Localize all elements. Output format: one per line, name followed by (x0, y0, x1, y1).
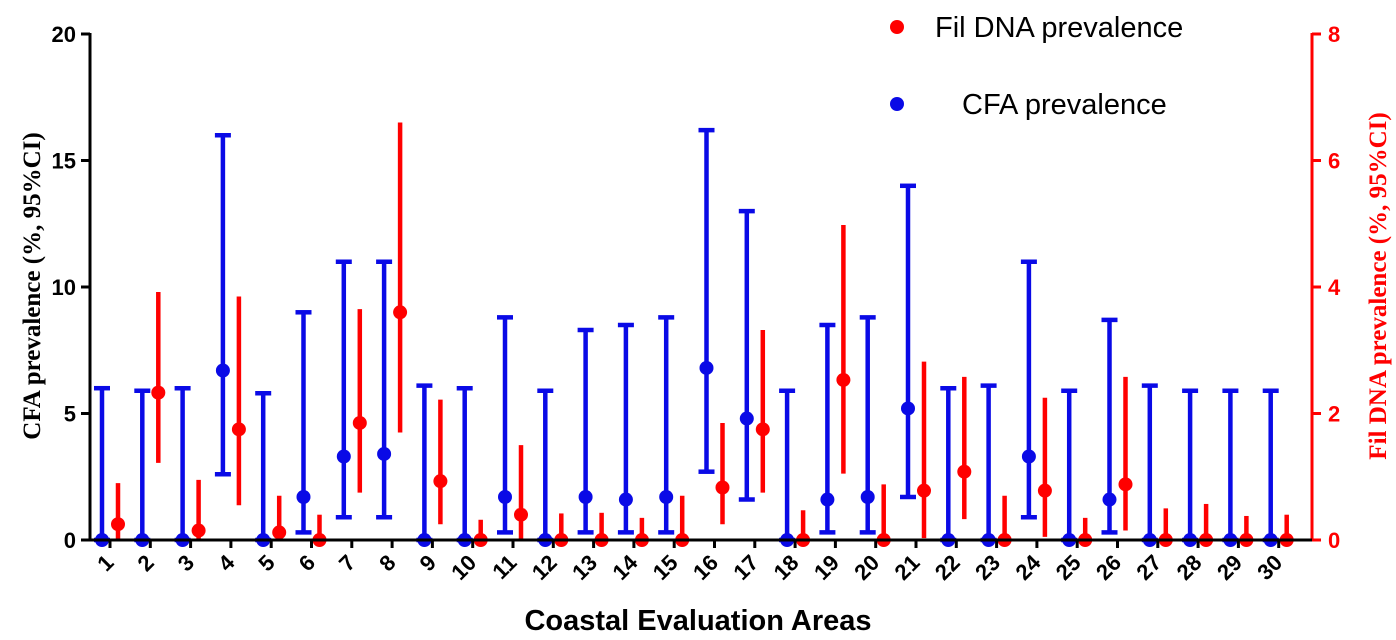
right-tick-label: 0 (1328, 528, 1340, 553)
cfa-point (739, 411, 754, 426)
cfa-point (659, 489, 674, 504)
right-y-axis: 0 2 4 6 8 (1310, 22, 1341, 553)
x-tick-label: 28 (1172, 550, 1207, 585)
cfa-point (1021, 449, 1036, 464)
x-tick-label: 8 (374, 550, 400, 576)
cfa-point (336, 449, 351, 464)
x-tick-label: 19 (809, 550, 844, 585)
cfa-point (1102, 492, 1117, 507)
legend-marker-fil-dna (890, 20, 904, 34)
x-tick-label: 7 (334, 550, 360, 576)
left-y-axis-title: CFA prevalence (%, 95%CI) (19, 132, 46, 439)
x-tick-label: 9 (415, 550, 441, 576)
legend-label-fil-dna: Fil DNA prevalence (935, 12, 1183, 44)
right-tick-label: 4 (1328, 275, 1341, 300)
left-tick-label: 15 (52, 149, 76, 174)
x-tick-label: 14 (607, 549, 643, 585)
fil-point (1037, 483, 1052, 498)
fil-point (957, 464, 972, 479)
cfa-point (860, 489, 875, 504)
left-tick-label: 0 (64, 528, 76, 553)
x-tick-label: 18 (769, 550, 804, 585)
right-tick-label: 6 (1328, 149, 1340, 174)
legend-marker-cfa (890, 97, 904, 111)
x-tick-label: 3 (173, 550, 199, 576)
legend-label-cfa: CFA prevalence (962, 89, 1167, 121)
fil-point (514, 507, 528, 522)
x-axis: 1 2 3 4 5 6 7 8 9 10 11 12 13 14 15 16 17 18 19 20 21 22 23 24 2… (90, 538, 1312, 585)
cfa-point (215, 363, 230, 378)
x-tick-label: 17 (728, 550, 763, 585)
left-y-axis: 0 5 10 15 20 (52, 22, 92, 553)
x-tick-label: 15 (648, 550, 683, 585)
fil-point (433, 474, 448, 489)
x-tick-label: 27 (1131, 550, 1166, 585)
x-axis-title: Coastal Evaluation Areas (524, 605, 871, 637)
x-tick-label: 6 (294, 550, 320, 576)
x-tick-label: 30 (1252, 550, 1287, 585)
cfa-point (901, 401, 915, 416)
cfa-point (699, 360, 714, 375)
fil-point (715, 480, 730, 495)
x-tick-label: 26 (1091, 550, 1126, 585)
right-y-axis-title: Fil DNA prevalence (%, 95%CI) (1365, 112, 1392, 459)
x-tick-label: 10 (446, 550, 481, 585)
left-tick-label: 10 (52, 275, 76, 300)
fil-point (111, 517, 125, 532)
cfa-point (377, 446, 392, 461)
x-tick-label: 1 (92, 550, 118, 576)
x-tick-label: 29 (1212, 550, 1247, 585)
x-tick-label: 16 (688, 550, 723, 585)
cfa-point (296, 489, 311, 504)
left-tick-label: 20 (52, 22, 76, 47)
x-tick-label: 13 (567, 550, 602, 585)
fil-dna-series (111, 122, 1294, 547)
x-tick-label: 12 (527, 550, 562, 585)
x-tick-label: 4 (213, 549, 240, 576)
legend: Fil DNA prevalence CFA prevalence (890, 12, 1183, 121)
x-tick-label: 11 (487, 550, 521, 584)
fil-point (191, 523, 206, 538)
right-tick-label: 8 (1328, 22, 1340, 47)
fil-point (231, 422, 246, 437)
left-tick-label: 5 (64, 402, 76, 427)
fil-point (272, 525, 287, 540)
cfa-point (618, 492, 633, 507)
x-tick-label: 20 (849, 550, 884, 585)
fil-point (917, 483, 931, 498)
fil-point (836, 372, 851, 387)
x-tick-label: 22 (930, 550, 965, 585)
fil-point (393, 305, 408, 320)
cfa-point (578, 489, 593, 504)
fil-point (151, 385, 166, 400)
x-tick-label: 21 (890, 550, 925, 585)
right-tick-label: 2 (1328, 402, 1340, 427)
fil-point (755, 422, 770, 437)
cfa-point (820, 492, 835, 507)
cfa-series (94, 127, 1279, 547)
x-tick-label: 24 (1010, 549, 1046, 585)
cfa-point (498, 489, 512, 504)
fil-point (1118, 477, 1133, 492)
x-tick-label: 25 (1051, 550, 1086, 585)
x-tick-label: 5 (253, 550, 279, 576)
fil-point (352, 415, 367, 430)
x-tick-label: 23 (970, 550, 1005, 585)
x-tick-label: 2 (132, 550, 158, 576)
